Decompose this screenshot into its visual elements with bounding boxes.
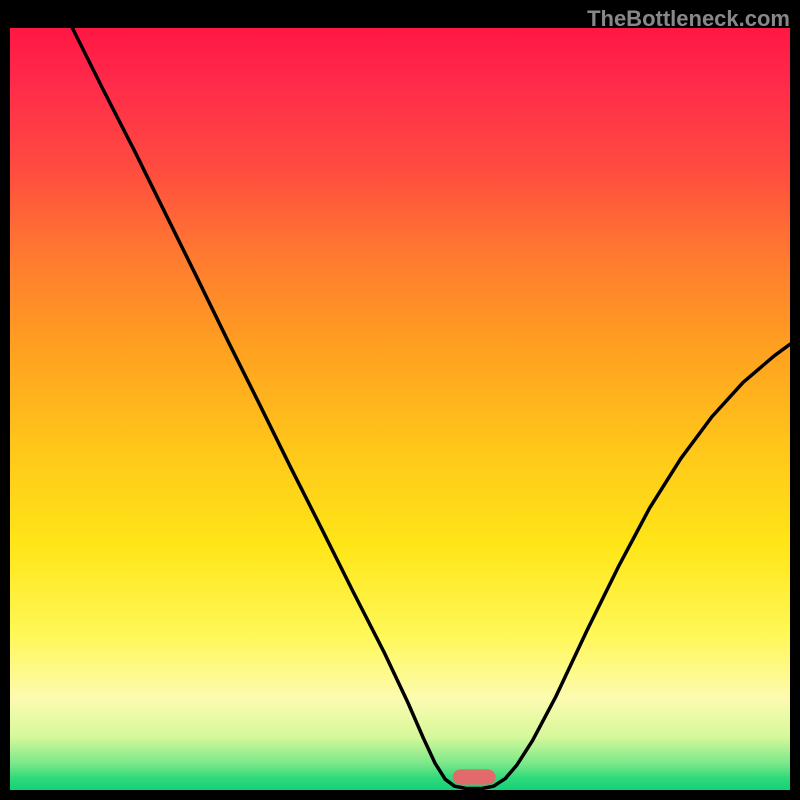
minimum-marker (453, 769, 496, 784)
plot-background-gradient (10, 28, 790, 790)
chart-container: TheBottleneck.com (0, 0, 800, 800)
chart-svg (0, 0, 800, 800)
